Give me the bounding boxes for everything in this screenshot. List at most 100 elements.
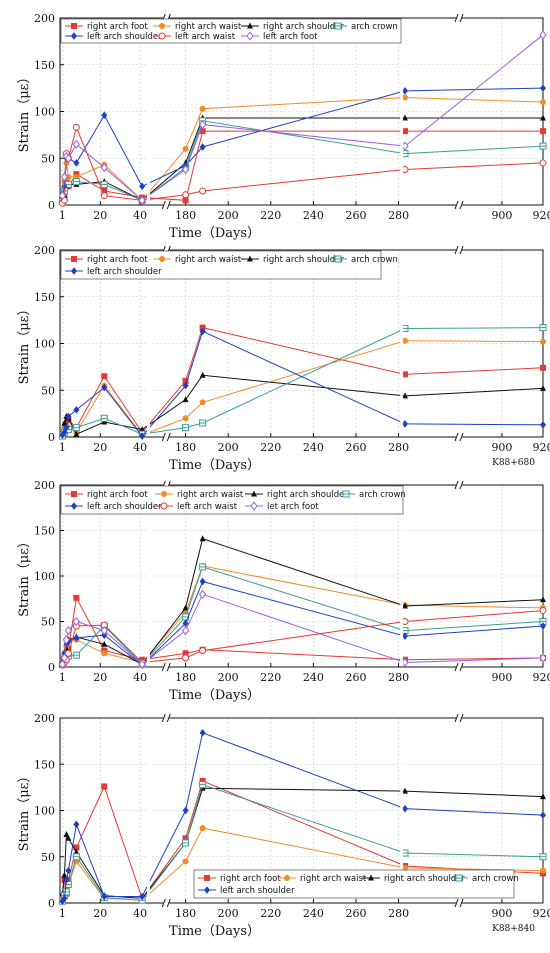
data-point — [199, 128, 206, 135]
legend-item: right arch shoulder — [241, 22, 344, 32]
x-tick-label: 260 — [345, 441, 366, 454]
legend-item: right arch foot — [65, 490, 148, 500]
legend-label: right arch foot — [87, 490, 148, 500]
legend-item: right arch shoulder — [241, 255, 344, 265]
data-point — [182, 619, 189, 628]
data-point — [182, 858, 189, 865]
x-tick-label: 40 — [133, 209, 147, 222]
legend-marker — [158, 32, 166, 40]
legend-item: left arch foot — [241, 31, 318, 42]
legend-marker — [334, 22, 342, 30]
data-point — [65, 173, 72, 180]
data-point — [182, 381, 189, 390]
legend-marker — [251, 490, 257, 497]
y-tick-label: 0 — [48, 431, 55, 444]
axis-gap-band — [147, 486, 151, 666]
legend-label: left arch shoulder — [87, 267, 162, 277]
series-left-arch-shoulder — [59, 84, 546, 202]
data-point — [539, 653, 547, 663]
data-point — [60, 172, 69, 182]
data-point — [59, 431, 66, 439]
x-tick-label: 20 — [93, 209, 107, 222]
axis-gap-band — [400, 19, 404, 204]
data-point — [401, 128, 408, 135]
data-point — [63, 876, 70, 884]
data-point — [401, 864, 408, 871]
legend-label: left arch shoulder — [87, 32, 162, 42]
legend-marker — [204, 875, 210, 881]
data-point — [401, 337, 408, 344]
legend-marker — [284, 875, 290, 881]
x-tick-label: 200 — [218, 209, 239, 222]
legend-item: right arch waist — [153, 22, 242, 32]
data-point — [199, 399, 206, 406]
data-point — [58, 659, 67, 669]
y-tick-label: 0 — [48, 661, 55, 674]
data-point — [182, 415, 189, 422]
x-tick-label: 1 — [59, 441, 66, 454]
series-line — [61, 96, 544, 202]
series-right-arch-waist — [59, 562, 546, 668]
data-point — [540, 622, 546, 630]
data-point — [401, 804, 408, 813]
series-arch-crown — [58, 563, 547, 668]
legend-label: left arch shoulder — [220, 886, 295, 896]
axis-break-mark — [454, 898, 464, 908]
legend-label: right arch foot — [87, 255, 148, 265]
x-tick-label: 240 — [303, 907, 324, 920]
data-point — [72, 139, 80, 149]
axis-break-mark — [454, 245, 464, 255]
data-point — [199, 729, 206, 737]
data-point — [138, 659, 146, 669]
legend-item: right arch foot — [65, 22, 148, 32]
series-line — [61, 327, 544, 437]
legend-marker — [342, 490, 350, 498]
data-point — [100, 192, 108, 200]
x-tick-label: 200 — [218, 441, 239, 454]
legend-marker — [71, 502, 77, 510]
legend-marker — [71, 267, 77, 275]
data-point — [72, 616, 80, 627]
data-point — [401, 94, 408, 101]
legend-item: right arch foot — [65, 255, 148, 265]
data-point — [540, 793, 546, 800]
data-point — [401, 420, 408, 428]
legend-marker — [71, 256, 77, 262]
data-point — [182, 396, 189, 403]
data-point — [64, 625, 73, 636]
legend-label: left arch foot — [263, 32, 318, 42]
series-line — [61, 565, 544, 665]
legend-item: left arch shoulder — [65, 267, 162, 277]
legend-label: right arch waist — [177, 490, 244, 500]
data-point — [540, 364, 546, 371]
legend-label: right arch shoulder — [384, 874, 465, 884]
legend-marker — [159, 23, 165, 29]
data-point — [60, 653, 69, 663]
legend-label: right arch waist — [175, 22, 242, 32]
y-axis-label: Strain（με） — [17, 535, 32, 617]
legend-marker — [247, 22, 253, 29]
data-point — [65, 412, 72, 421]
legend-item: right arch shoulder — [362, 874, 465, 884]
axis-break-mark — [454, 432, 464, 442]
data-point — [61, 428, 68, 437]
x-tick-label: 20 — [93, 671, 107, 684]
legend-item: right arch waist — [155, 490, 244, 500]
data-point — [401, 392, 408, 399]
axis-gap-band — [400, 719, 404, 902]
data-point — [73, 406, 80, 414]
data-point — [182, 197, 189, 204]
data-point — [182, 377, 189, 384]
data-point — [540, 596, 546, 603]
x-tick-label: 1 — [59, 671, 66, 684]
y-tick-label: 100 — [34, 570, 55, 583]
data-point — [139, 426, 146, 433]
data-point — [72, 123, 80, 131]
legend-item: arch crown — [329, 22, 398, 32]
data-point — [540, 99, 546, 106]
data-point — [540, 811, 546, 819]
legend-label: arch crown — [472, 874, 519, 884]
x-tick-label: 900 — [491, 907, 512, 920]
